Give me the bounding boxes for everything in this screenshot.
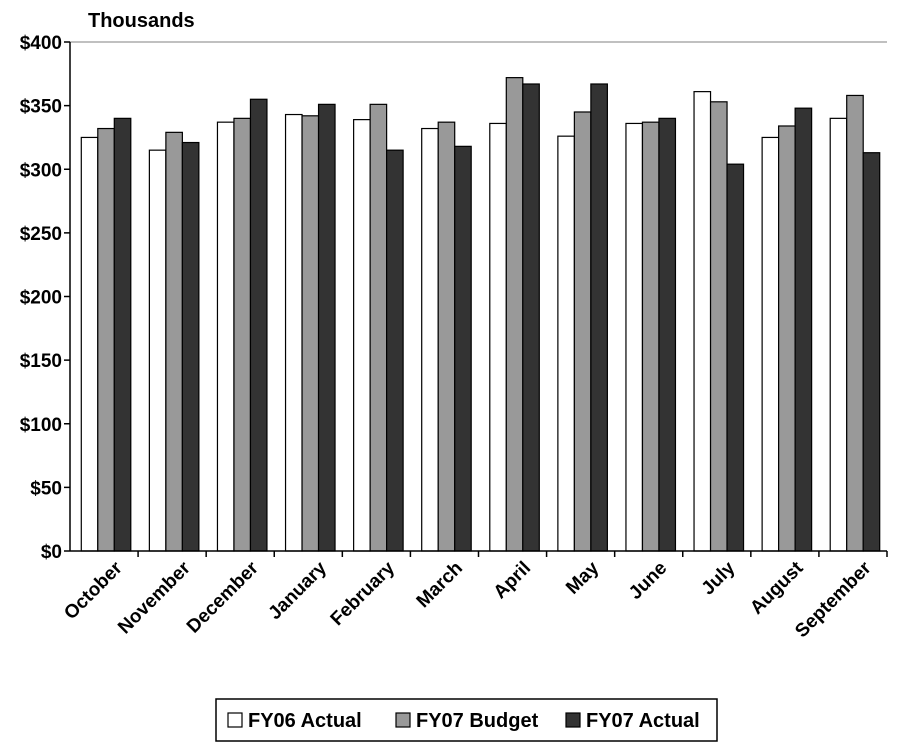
bar [557, 135, 575, 552]
y-tick-label: $50 [30, 478, 62, 499]
bar [726, 163, 745, 552]
x-tick-label: January [265, 557, 332, 624]
bar [761, 136, 780, 552]
x-tick-label: November [114, 557, 195, 638]
y-tick-label: $300 [20, 160, 62, 181]
bar [489, 122, 507, 552]
x-tick-label: October [60, 557, 127, 624]
y-tick-label: $250 [20, 224, 62, 245]
plot-area: $0 $50 $100 $150 $200 $250 $300 $350 $400 October… [20, 33, 888, 642]
legend: FY06 Actual FY07 Budget FY07 Actual [215, 698, 718, 742]
y-tick-label: $200 [20, 288, 62, 309]
bar [216, 121, 235, 552]
bar [437, 121, 456, 552]
bar [505, 77, 524, 552]
bar [148, 149, 167, 552]
legend-label: FY06 Actual [248, 710, 362, 732]
y-tick-label: $0 [41, 542, 62, 563]
bar [301, 115, 320, 552]
bar [386, 149, 404, 552]
bar [97, 127, 115, 552]
bar [693, 91, 712, 552]
bar [625, 122, 644, 552]
y-tick-label: $150 [20, 351, 62, 372]
bar [709, 101, 728, 552]
bar [641, 121, 660, 552]
y-tick-label: $100 [20, 415, 62, 436]
x-tick-label: December [183, 557, 263, 637]
bar [233, 117, 252, 552]
x-tick-label: August [746, 557, 808, 619]
legend-label: FY07 Budget [416, 710, 539, 732]
bar [862, 152, 881, 552]
bar [284, 113, 303, 552]
bar [317, 103, 336, 552]
legend-label: FY07 Actual [586, 710, 700, 732]
unit-label: Thousands [88, 10, 195, 32]
x-tick-label: June [625, 558, 671, 604]
legend-box [215, 698, 718, 742]
bar [846, 94, 864, 552]
y-tick-label: $350 [20, 97, 62, 118]
bar [249, 98, 268, 552]
x-tick-label: March [413, 558, 467, 612]
bar [165, 131, 183, 552]
legend-swatch [227, 712, 243, 728]
legend-swatch [395, 712, 411, 728]
bar [658, 117, 677, 552]
bar [522, 83, 540, 552]
bar [181, 141, 200, 552]
bar [421, 127, 439, 552]
x-tick-label: July [698, 557, 740, 599]
bar [353, 119, 371, 552]
bar [590, 83, 608, 552]
legend-swatch [565, 712, 581, 728]
x-tick-label: April [490, 558, 535, 603]
bar [573, 111, 592, 552]
x-tick-label: February [327, 557, 400, 630]
bar [369, 103, 388, 552]
bar [778, 125, 796, 552]
x-tick-label: May [562, 557, 603, 598]
bar [454, 145, 472, 552]
bar [113, 117, 132, 552]
bar [794, 107, 813, 552]
bar [80, 136, 99, 552]
y-tick-label: $400 [20, 33, 62, 54]
bar [829, 117, 848, 552]
